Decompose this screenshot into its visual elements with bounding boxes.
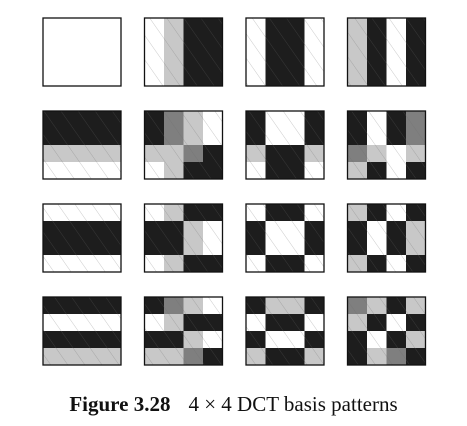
pattern-cell: [101, 52, 122, 70]
pattern-texture: [43, 111, 121, 179]
figure-caption-text: 4 × 4 DCT basis patterns: [188, 392, 398, 416]
pattern-cell: [82, 18, 102, 36]
pattern-cell: [62, 52, 83, 70]
pattern-border: [42, 110, 122, 180]
pattern-border: [245, 17, 325, 87]
basis-pattern-2-1: [143, 203, 224, 273]
pattern-texture: [347, 204, 426, 272]
figure-label: Figure 3.28: [69, 392, 171, 416]
basis-pattern-2-0: [42, 203, 122, 273]
pattern-texture: [347, 297, 426, 365]
basis-pattern-1-3: [346, 110, 427, 180]
basis-pattern-0-1: [143, 17, 224, 87]
basis-pattern-2-2: [245, 203, 325, 273]
dct-basis-grid: [42, 17, 427, 366]
pattern-border: [346, 17, 427, 87]
basis-pattern-1-0: [42, 110, 122, 180]
pattern-border: [42, 17, 122, 87]
pattern-border: [143, 296, 224, 366]
figure-caption: Figure 3.28 4 × 4 DCT basis patterns: [0, 392, 467, 417]
pattern-texture: [246, 18, 324, 86]
pattern-border: [245, 296, 325, 366]
pattern-texture: [144, 111, 223, 179]
pattern-border: [245, 203, 325, 273]
pattern-texture: [144, 297, 223, 365]
pattern-texture: [347, 18, 426, 86]
pattern-texture: [246, 111, 324, 179]
pattern-cell: [62, 69, 83, 87]
basis-pattern-3-0: [42, 296, 122, 366]
pattern-border: [346, 203, 427, 273]
pattern-texture: [246, 297, 324, 365]
basis-pattern-0-2: [245, 17, 325, 87]
pattern-border: [346, 110, 427, 180]
pattern-cell: [62, 18, 83, 36]
pattern-cell: [101, 35, 122, 53]
pattern-texture: [43, 297, 121, 365]
pattern-cell: [43, 18, 63, 36]
pattern-cell: [82, 35, 102, 53]
pattern-border: [42, 203, 122, 273]
pattern-border: [143, 110, 224, 180]
basis-pattern-3-2: [245, 296, 325, 366]
pattern-cell: [101, 18, 122, 36]
pattern-border: [143, 203, 224, 273]
pattern-border: [42, 296, 122, 366]
pattern-texture: [43, 204, 121, 272]
pattern-cell: [43, 35, 63, 53]
basis-pattern-1-1: [143, 110, 224, 180]
pattern-cell: [101, 69, 122, 87]
pattern-border: [245, 110, 325, 180]
pattern-cell: [82, 69, 102, 87]
pattern-border: [143, 17, 224, 87]
pattern-border: [346, 296, 427, 366]
basis-pattern-1-2: [245, 110, 325, 180]
pattern-cell: [62, 35, 83, 53]
basis-pattern-3-1: [143, 296, 224, 366]
pattern-texture: [144, 204, 223, 272]
basis-pattern-2-3: [346, 203, 427, 273]
basis-pattern-3-3: [346, 296, 427, 366]
pattern-cell: [43, 52, 63, 70]
pattern-texture: [347, 111, 426, 179]
pattern-cell: [82, 52, 102, 70]
pattern-texture: [246, 204, 324, 272]
pattern-cell: [43, 69, 63, 87]
basis-pattern-0-0: [42, 17, 122, 87]
pattern-texture: [144, 18, 223, 86]
basis-pattern-0-3: [346, 17, 427, 87]
